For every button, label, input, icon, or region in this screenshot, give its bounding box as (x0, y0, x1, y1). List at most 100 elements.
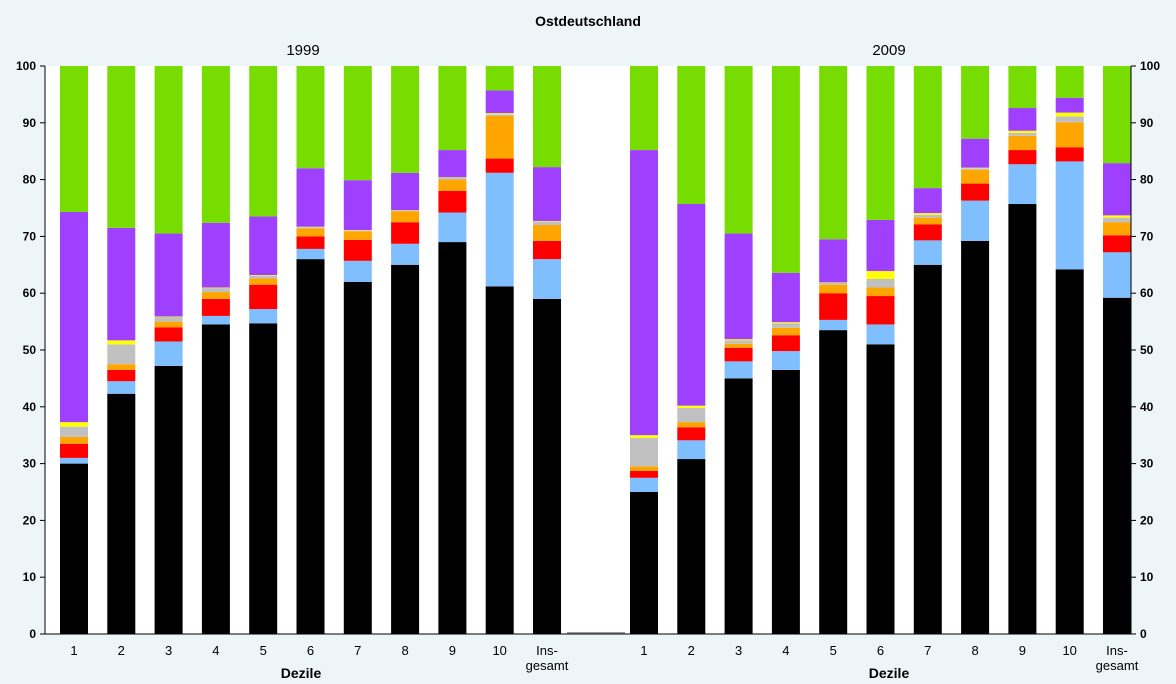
y-tick-label-left-90: 90 (23, 116, 37, 130)
bar-segment-2009-0-6 (630, 150, 658, 435)
bar-segment-2009-3-0 (772, 370, 800, 634)
bar-segment-1999-6-7 (344, 66, 372, 180)
bar-segment-2009-7-7 (961, 66, 989, 139)
y-tick-label-right-100: 100 (1140, 59, 1160, 73)
bar-segment-1999-10-2 (533, 241, 561, 259)
bar-segment-2009-6-3 (914, 218, 942, 225)
bar-segment-2009-10-6 (1103, 163, 1131, 215)
bar-segment-1999-10-0 (533, 299, 561, 634)
bar-segment-1999-3-6 (202, 223, 230, 288)
bar-segment-1999-8-6 (438, 150, 466, 177)
bar-segment-2009-9-6 (1056, 98, 1084, 113)
bar-segment-2009-10-7 (1103, 66, 1131, 163)
bar-segment-1999-5-5 (297, 227, 325, 228)
x-tick-label-2009-8: 9 (1019, 643, 1026, 658)
bar-segment-1999-6-0 (344, 282, 372, 634)
x-axis-label-left: Dezile (281, 665, 322, 681)
bar-segment-1999-3-4 (202, 288, 230, 292)
bar-segment-2009-7-5 (961, 168, 989, 169)
x-tick-label-1999-3: 4 (212, 643, 219, 658)
x-tick-label-1999-8: 9 (449, 643, 456, 658)
bar-segment-2009-10-4 (1103, 218, 1131, 223)
x-tick-label-2009-6: 7 (924, 643, 931, 658)
bar-segment-2009-0-7 (630, 66, 658, 150)
y-tick-label-left-30: 30 (23, 457, 37, 471)
bar-segment-1999-9-7 (486, 66, 514, 90)
bar-segment-2009-6-4 (914, 215, 942, 218)
bar-segment-1999-0-1 (60, 458, 88, 464)
bar-segment-1999-1-6 (107, 228, 135, 340)
bar-segment-1999-7-5 (391, 210, 419, 211)
bar-segment-2009-9-2 (1056, 147, 1084, 161)
bar-segment-2009-4-5 (819, 282, 847, 283)
bar-segment-2009-1-6 (677, 204, 705, 406)
bar-segment-1999-1-2 (107, 370, 135, 381)
bar-segment-1999-0-4 (60, 427, 88, 437)
y-tick-label-right-70: 70 (1140, 229, 1154, 243)
bar-segment-1999-6-6 (344, 180, 372, 230)
bar-segment-1999-2-7 (155, 66, 183, 234)
y-tick-label-left-50: 50 (23, 343, 37, 357)
bar-segment-2009-9-0 (1056, 269, 1084, 634)
bar-segment-1999-4-5 (249, 275, 277, 276)
bar-segment-2009-9-5 (1056, 113, 1084, 117)
bar-segment-1999-5-4 (297, 227, 325, 228)
y-tick-label-right-20: 20 (1140, 513, 1154, 527)
bar-segment-1999-1-3 (107, 364, 135, 370)
bar-segment-2009-7-4 (961, 168, 989, 170)
bar-segment-1999-6-2 (344, 240, 372, 261)
bar-segment-2009-6-6 (914, 188, 942, 213)
bar-segment-2009-5-2 (867, 296, 895, 324)
bar-segment-2009-4-2 (819, 293, 847, 320)
bar-segment-1999-2-3 (155, 322, 183, 328)
bar-segment-2009-10-3 (1103, 222, 1131, 235)
y-tick-label-right-60: 60 (1140, 286, 1154, 300)
bar-segment-1999-2-1 (155, 341, 183, 365)
bar-segment-1999-8-0 (438, 242, 466, 634)
bar-segment-2009-7-6 (961, 139, 989, 168)
bar-segment-2009-0-5 (630, 435, 658, 438)
bar-segment-1999-7-2 (391, 222, 419, 244)
y-tick-label-left-60: 60 (23, 286, 37, 300)
bar-segment-2009-9-4 (1056, 117, 1084, 123)
bar-segment-2009-10-0 (1103, 298, 1131, 634)
bar-segment-1999-4-0 (249, 323, 277, 634)
x-tick-label-1999-5: 6 (307, 643, 314, 658)
x-tick-label-2009-4: 5 (830, 643, 837, 658)
bar-segment-1999-7-6 (391, 173, 419, 210)
bar-segment-1999-7-3 (391, 211, 419, 222)
bar-segment-2009-1-0 (677, 459, 705, 634)
bar-segment-1999-1-4 (107, 344, 135, 364)
bar-segment-2009-3-5 (772, 322, 800, 323)
x-tick-label-2009-1: 2 (688, 643, 695, 658)
bar-segment-1999-10-4 (533, 222, 561, 225)
bar-segment-2009-7-0 (961, 241, 989, 634)
bar-segment-1999-8-4 (438, 178, 466, 180)
bar-segment-2009-1-2 (677, 427, 705, 440)
bar-segment-1999-5-7 (297, 66, 325, 168)
bar-segment-1999-0-6 (60, 212, 88, 422)
y-tick-label-right-90: 90 (1140, 116, 1154, 130)
x-tick-label-2009-2: 3 (735, 643, 742, 658)
bar-segment-2009-3-4 (772, 323, 800, 328)
bar-segment-2009-2-3 (725, 344, 753, 348)
bar-segment-1999-3-1 (202, 316, 230, 325)
bar-segment-1999-2-4 (155, 317, 183, 322)
bar-segment-2009-5-7 (867, 66, 895, 220)
bar-segment-2009-0-0 (630, 492, 658, 634)
bar-segment-2009-3-3 (772, 328, 800, 335)
bar-segment-2009-8-0 (1008, 204, 1036, 634)
bar-segment-1999-3-7 (202, 66, 230, 223)
bar-segment-1999-9-2 (486, 159, 514, 173)
bar-segment-2009-0-4 (630, 438, 658, 466)
bar-segment-2009-1-5 (677, 406, 705, 408)
bar-segment-2009-7-2 (961, 184, 989, 201)
bar-segment-1999-2-6 (155, 234, 183, 317)
bar-segment-1999-5-3 (297, 228, 325, 236)
bar-segment-2009-2-0 (725, 378, 753, 634)
bar-segment-2009-10-5 (1103, 215, 1131, 217)
bar-segment-2009-4-0 (819, 330, 847, 634)
group-label-1999: 1999 (286, 42, 319, 59)
y-tick-label-left-80: 80 (23, 173, 37, 187)
bar-segment-1999-10-3 (533, 225, 561, 241)
